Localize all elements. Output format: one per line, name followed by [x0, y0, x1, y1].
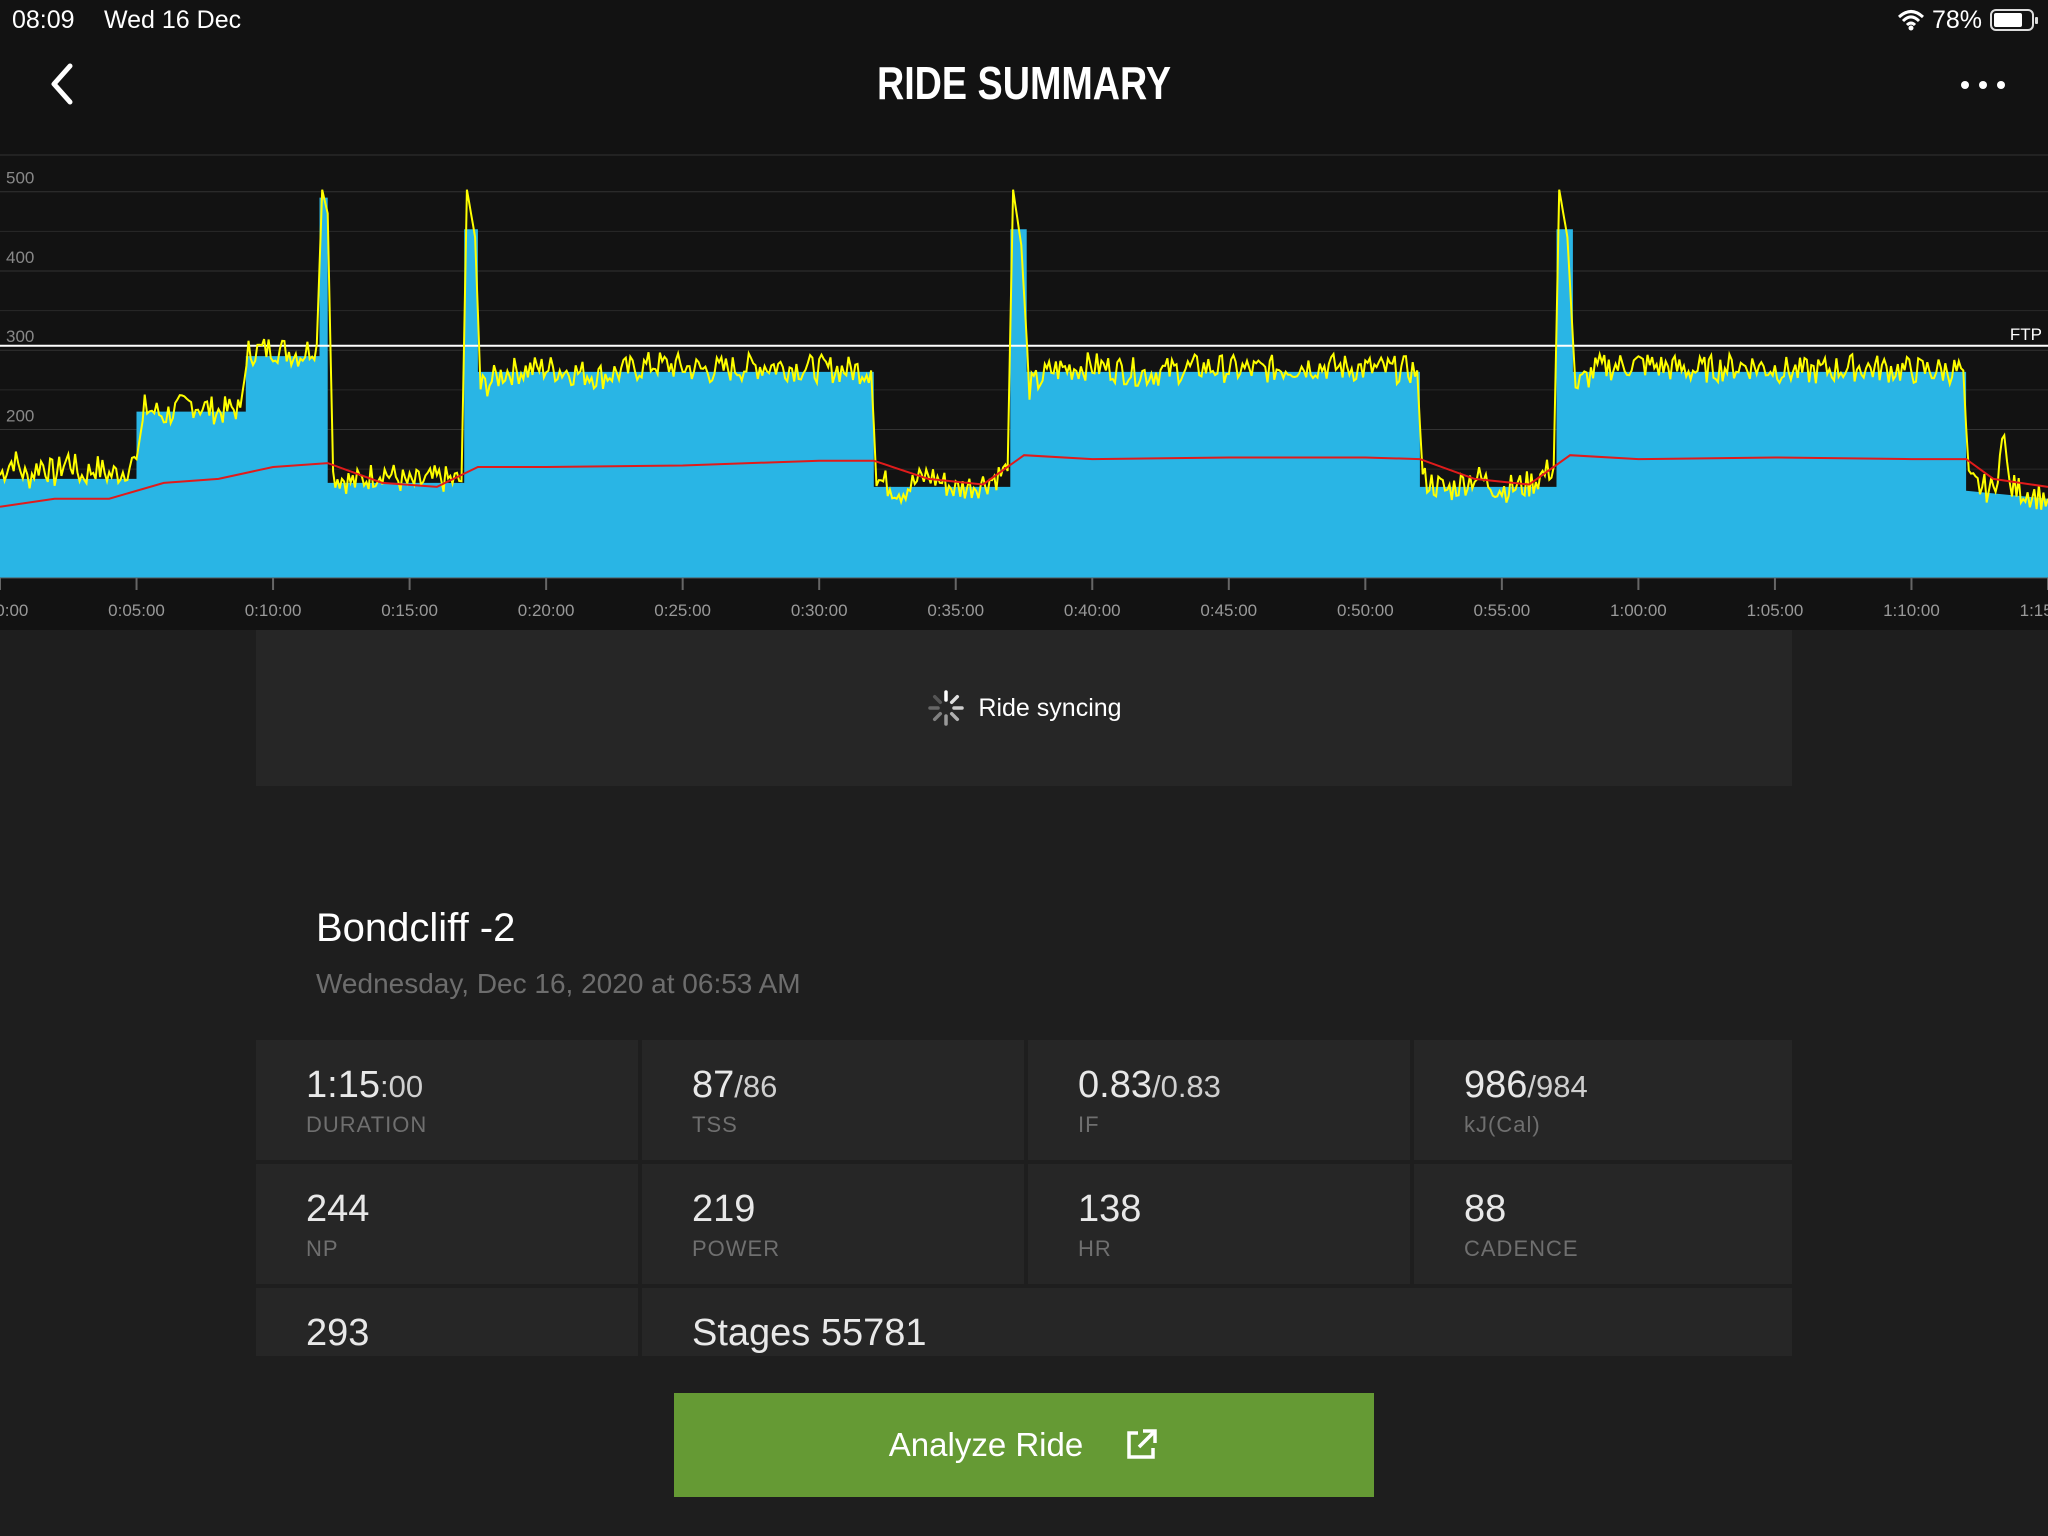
stat-value: 244 [306, 1188, 369, 1231]
stat-label: IF [1078, 1112, 1100, 1137]
stat-label: DURATION [306, 1112, 428, 1137]
stat-value: 88 [1464, 1188, 1506, 1231]
stat-value: 219 [692, 1188, 755, 1231]
target-power-area [0, 197, 2048, 578]
x-tick-label: 1:10:00 [1883, 601, 1940, 620]
power-chart-svg: 500 400 300 200 FTP 0:00:00 0:05:00 0:10:00 0:15… [0, 154, 2048, 620]
stat-value-main: 0.83 [1078, 1064, 1152, 1106]
x-tick-label: 0:00:00 [0, 601, 28, 620]
x-tick-label: 0:45:00 [1200, 601, 1257, 620]
power-line [0, 189, 2048, 510]
stat-value-main: Stages 55781 [692, 1312, 927, 1354]
y-tick-label: 200 [6, 406, 34, 425]
stat-cell: 0.83/0.83 IF [1028, 1040, 1410, 1160]
stat-cell: 87/86 TSS [642, 1040, 1024, 1160]
stat-value: Stages 55781 [692, 1312, 927, 1355]
status-time: 08:09 [12, 6, 75, 34]
sync-panel: Ride syncing [256, 630, 1792, 786]
analyze-ride-label: Analyze Ride [888, 1426, 1084, 1463]
stat-value: 1:15:00 [306, 1064, 423, 1107]
more-button[interactable] [1958, 70, 2008, 100]
stat-value-main: 244 [306, 1188, 370, 1230]
page-title: RIDE SUMMARY [876, 57, 1172, 109]
stat-label: CADENCE [1464, 1236, 1579, 1261]
stat-value-main: 138 [1078, 1188, 1142, 1230]
header: RIDE SUMMARY [0, 40, 2048, 154]
stat-cell: 1:15:00 DURATION [256, 1040, 638, 1160]
status-date: Wed 16 Dec [104, 6, 242, 34]
back-button[interactable] [40, 62, 84, 106]
battery-percent: 78% [1931, 5, 1982, 34]
stat-value-main: 293 [306, 1312, 370, 1354]
stat-value: 293 [306, 1312, 369, 1355]
x-tick-label: 0:25:00 [654, 601, 711, 620]
x-tick-label: 0:40:00 [1064, 601, 1121, 620]
ride-date: Wednesday, Dec 16, 2020 at 06:53 AM [316, 968, 801, 999]
analyze-ride-button[interactable]: Analyze Ride [674, 1393, 1374, 1497]
stat-cell: 986/984 kJ(Cal) [1414, 1040, 1792, 1160]
stat-label: POWER [692, 1236, 781, 1261]
heart-rate-line [0, 454, 2048, 508]
y-tick-label: 500 [6, 169, 34, 188]
stat-value-main: 87 [692, 1064, 735, 1106]
external-link-icon [1127, 1429, 1157, 1459]
wifi-icon [1897, 10, 1924, 31]
x-tick-label: 0:20:00 [518, 601, 575, 620]
x-tick-label: 0:55:00 [1473, 601, 1530, 620]
y-tick-label: 400 [6, 248, 34, 267]
x-tick-label: 0:05:00 [108, 601, 165, 620]
stat-value: 138 [1078, 1188, 1141, 1231]
stat-label: TSS [692, 1112, 738, 1137]
spinner-icon [928, 690, 965, 726]
stat-cell: 244 NP [256, 1164, 638, 1284]
stat-value: 986/984 [1464, 1064, 1588, 1107]
stat-cell: 219 POWER [642, 1164, 1024, 1284]
x-tick-label: 0:10:00 [245, 601, 302, 620]
stat-value-sub: /0.83 [1151, 1069, 1221, 1104]
chevron-left-icon [51, 63, 73, 105]
x-tick-label: 1:05:00 [1747, 601, 1804, 620]
stat-cell: 293 [256, 1288, 638, 1356]
stat-cell: 138 HR [1028, 1164, 1410, 1284]
stat-value: 0.83/0.83 [1078, 1064, 1221, 1107]
stat-value-sub: /86 [734, 1069, 778, 1104]
stat-label: HR [1078, 1236, 1112, 1261]
stat-value-main: 88 [1464, 1188, 1507, 1230]
stats-grid: 1:15:00 DURATION 87/86 TSS 0.83/0.83 IF 986/98… [256, 1040, 1792, 1356]
stat-value-main: 986 [1464, 1064, 1528, 1106]
x-tick-label: 0:30:00 [791, 601, 848, 620]
stat-label: NP [306, 1236, 339, 1261]
ride-title: Bondcliff -2 [316, 906, 516, 950]
stat-cell: 88 CADENCE [1414, 1164, 1792, 1284]
x-tick-label: 1:00:00 [1610, 601, 1667, 620]
y-tick-label: 300 [6, 327, 34, 346]
ftp-label: FTP [2010, 325, 2042, 344]
x-tick-label: 0:50:00 [1337, 601, 1394, 620]
stat-cell: Stages 55781 [642, 1288, 1792, 1356]
status-bar: 08:09 Wed 16 Dec 78% [0, 0, 2048, 40]
more-horizontal-icon [1961, 81, 2005, 89]
x-tick-label: 1:15:00 [2020, 601, 2048, 620]
stat-value-main: 1:15 [306, 1064, 380, 1106]
status-indicators: 78% [1897, 5, 2038, 34]
stat-value-sub: /984 [1527, 1069, 1588, 1104]
battery-icon [1990, 9, 2038, 31]
sync-text: Ride syncing [978, 693, 1122, 722]
x-tick-label: 0:15:00 [381, 601, 438, 620]
stat-value: 87/86 [692, 1064, 777, 1107]
stat-label: kJ(Cal) [1464, 1112, 1541, 1137]
stat-value-sub: :00 [379, 1069, 424, 1104]
stat-value-main: 219 [692, 1188, 756, 1230]
power-chart[interactable]: 500 400 300 200 FTP 0:00:00 0:05:00 0:10:00 0:15… [0, 154, 2048, 630]
x-tick-label: 0:35:00 [927, 601, 984, 620]
